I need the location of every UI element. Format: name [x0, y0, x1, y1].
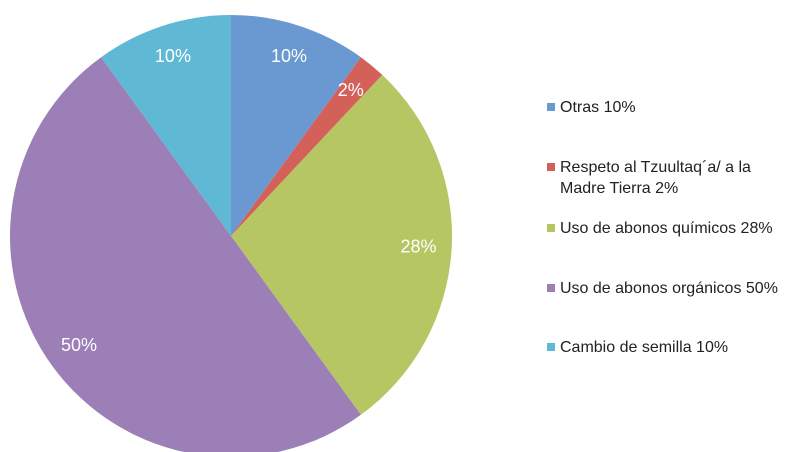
- legend-swatch: [547, 284, 555, 292]
- data-label: 2%: [338, 80, 364, 100]
- legend-label: Cambio de semilla 10%: [560, 339, 729, 356]
- legend-swatch: [547, 343, 555, 351]
- legend-item: Uso de abonos orgánicos 50%: [547, 278, 787, 299]
- legend-item: Cambio de semilla 10%: [547, 337, 787, 358]
- legend-swatch: [547, 224, 555, 232]
- legend-swatch: [547, 163, 555, 171]
- legend-item: Uso de abonos químicos 28%: [547, 218, 787, 239]
- pie-slice: [231, 57, 383, 236]
- data-label: 50%: [61, 335, 97, 355]
- data-label: 28%: [400, 237, 436, 257]
- data-label: 10%: [155, 46, 191, 66]
- pie-slice: [101, 15, 231, 236]
- legend-label: Uso de abonos químicos 28%: [560, 220, 773, 237]
- legend-item: Respeto al Tzuultaq´a/ a la Madre Tierra…: [547, 157, 787, 199]
- legend-item: Otras 10%: [547, 97, 787, 118]
- pie-slice: [231, 15, 361, 236]
- legend-swatch: [547, 103, 555, 111]
- legend-label: Otras 10%: [560, 99, 636, 116]
- legend-label: Uso de abonos orgánicos 50%: [560, 280, 778, 297]
- data-label: 10%: [271, 46, 307, 66]
- pie-slice: [10, 57, 361, 452]
- pie-slice: [231, 74, 453, 415]
- legend-label: Respeto al Tzuultaq´a/ a la Madre Tierra…: [560, 159, 751, 197]
- pie-area: 10% 2% 28% 50% 10%: [10, 15, 453, 452]
